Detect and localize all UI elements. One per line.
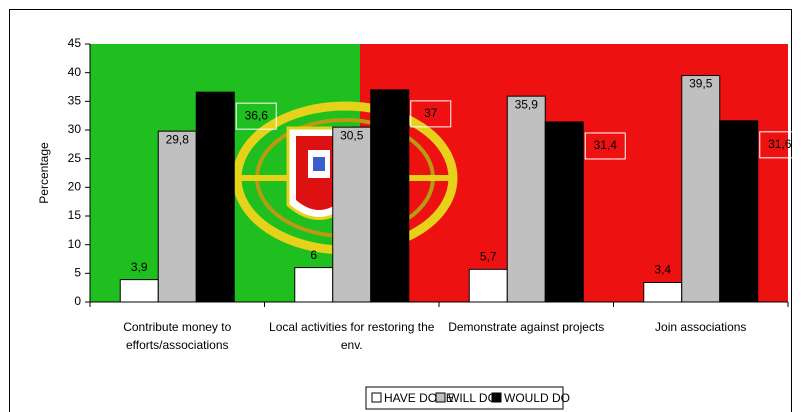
legend-swatch bbox=[491, 392, 502, 403]
bar bbox=[468, 268, 508, 303]
value-label-box bbox=[410, 100, 452, 128]
bar bbox=[157, 130, 197, 303]
legend-box bbox=[365, 386, 564, 410]
value-label: 31,4 bbox=[594, 138, 618, 152]
x-tick-label: Join associations bbox=[655, 320, 747, 334]
value-label: 3,9 bbox=[131, 260, 148, 274]
value-label-box bbox=[584, 132, 626, 160]
y-tick-label: 35 bbox=[68, 94, 82, 108]
value-label-box bbox=[235, 102, 277, 130]
legend-swatch bbox=[435, 392, 446, 403]
value-label: 30,5 bbox=[340, 128, 364, 142]
bar bbox=[544, 121, 584, 303]
value-label: 35,9 bbox=[515, 97, 539, 111]
bar bbox=[294, 267, 334, 303]
bar bbox=[332, 126, 372, 303]
y-tick-label: 25 bbox=[68, 151, 82, 165]
y-tick-label: 15 bbox=[68, 208, 82, 222]
value-label: 5,7 bbox=[480, 249, 497, 263]
value-label: 29,8 bbox=[166, 132, 190, 146]
y-tick-label: 10 bbox=[68, 237, 82, 251]
value-label: 31,6 bbox=[768, 137, 792, 151]
y-tick-label: 20 bbox=[68, 180, 82, 194]
value-label: 37 bbox=[424, 106, 438, 120]
y-tick-label: 40 bbox=[68, 65, 82, 79]
legend-label: WILL DO bbox=[448, 391, 497, 405]
value-label: 36,6 bbox=[245, 108, 269, 122]
bar bbox=[195, 91, 235, 303]
value-label: 3,4 bbox=[654, 263, 671, 277]
bar bbox=[719, 120, 759, 303]
value-label: 39,5 bbox=[689, 77, 713, 91]
bar bbox=[681, 75, 721, 303]
bar bbox=[370, 89, 410, 303]
y-axis-label: Percentage bbox=[37, 142, 51, 204]
value-label-box bbox=[759, 131, 801, 159]
y-tick-label: 45 bbox=[68, 36, 82, 50]
legend-label: WOULD DO bbox=[504, 391, 570, 405]
bar bbox=[506, 95, 546, 303]
bar bbox=[119, 279, 159, 303]
legend-swatch bbox=[371, 392, 382, 403]
x-tick-label: Local activities for restoring the env. bbox=[269, 320, 435, 352]
x-tick-label: Demonstrate against projects bbox=[448, 320, 605, 334]
y-tick-label: 30 bbox=[68, 122, 82, 136]
y-tick-label: 5 bbox=[74, 266, 81, 280]
bar bbox=[643, 282, 683, 303]
value-label: 6 bbox=[310, 248, 317, 262]
x-tick-label: Contribute money to efforts/associations bbox=[123, 320, 232, 352]
y-tick-label: 0 bbox=[74, 294, 81, 308]
